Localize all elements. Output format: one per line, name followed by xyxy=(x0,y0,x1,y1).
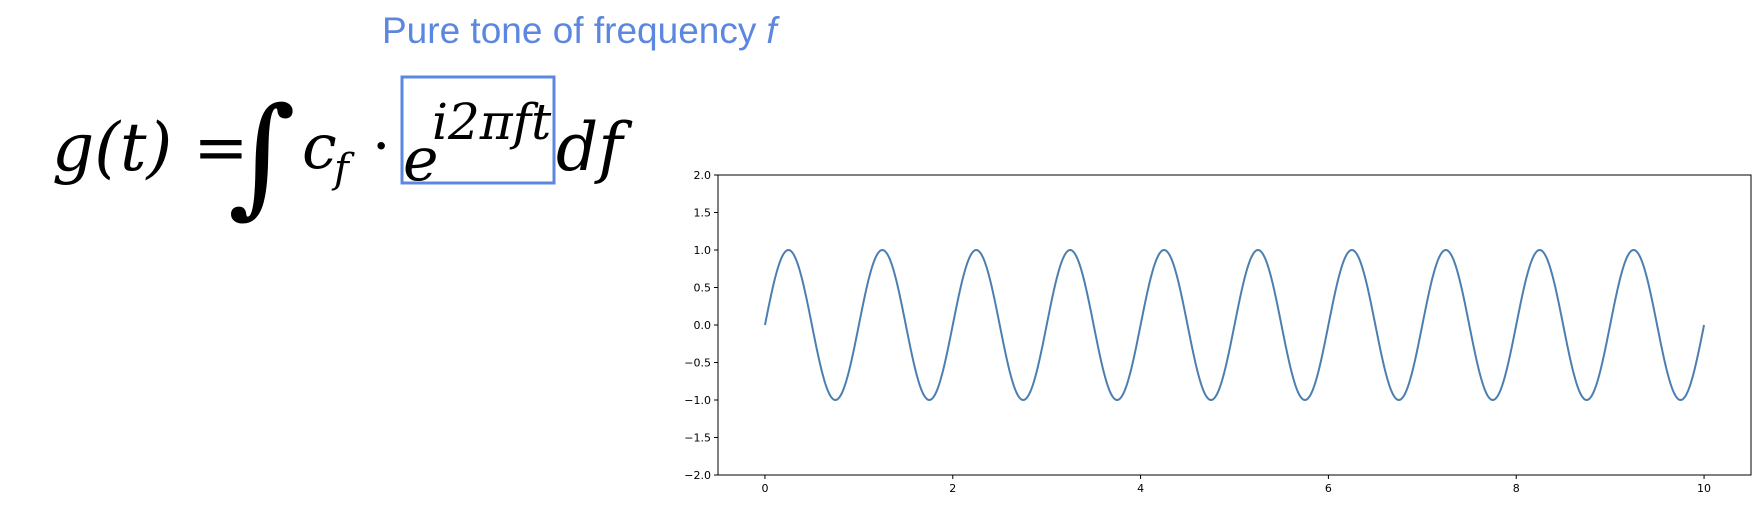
formula-differential: df xyxy=(556,109,633,186)
plot-series xyxy=(763,248,1706,402)
formula-exp-power: i2πft xyxy=(432,93,552,151)
x-tick-label: 0 xyxy=(761,482,768,495)
y-tick-label: −1.0 xyxy=(684,394,711,407)
y-tick-label: −0.5 xyxy=(684,357,711,370)
y-tick-label: 1.0 xyxy=(694,244,712,257)
y-tick-label: 1.5 xyxy=(694,207,712,220)
formula-coefficient: c xyxy=(302,110,337,183)
y-tick-label: 0.0 xyxy=(694,319,712,332)
formula-integral: ∫ xyxy=(228,79,296,231)
y-tick-label: −2.0 xyxy=(684,469,711,482)
formula-lhs: g(t) = xyxy=(52,109,249,186)
y-tick-label: 2.0 xyxy=(694,169,712,182)
plot-ticks: 2.0 1.5 1.0 0.5 0.0 −0.5 −1.0 −1.5 −2.0 0 2 4 6 8 10 xyxy=(684,169,1711,495)
y-tick-label: −1.5 xyxy=(684,432,711,445)
x-tick-label: 2 xyxy=(949,482,956,495)
sine-wave-line xyxy=(763,248,1706,402)
y-tick-label: 0.5 xyxy=(694,282,712,295)
x-tick-label: 6 xyxy=(1325,482,1332,495)
fourier-formula: g(t) = ∫ c f · e i2πft df xyxy=(52,75,633,231)
caption: Pure tone of frequency f xyxy=(382,12,777,49)
x-tick-label: 10 xyxy=(1697,482,1711,495)
caption-variable: f xyxy=(766,10,777,51)
x-tick-label: 4 xyxy=(1137,482,1144,495)
caption-text: Pure tone of frequency xyxy=(382,10,757,51)
formula-dot: · xyxy=(372,112,390,180)
x-tick-label: 8 xyxy=(1513,482,1520,495)
highlight-box xyxy=(400,75,556,185)
